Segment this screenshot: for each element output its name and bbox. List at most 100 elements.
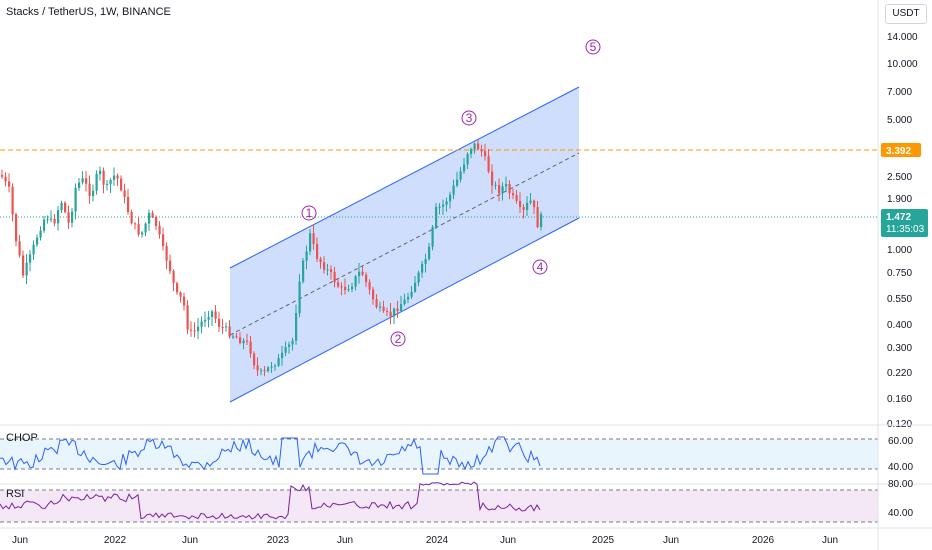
candle-body <box>522 207 525 210</box>
candle-body <box>340 286 343 288</box>
chop-title[interactable]: CHOP <box>6 432 38 444</box>
candle-body <box>95 174 98 191</box>
time-tick-label: 2026 <box>752 535 775 546</box>
candle-body <box>204 319 207 322</box>
candle-body <box>60 202 63 211</box>
candle-body <box>127 196 130 212</box>
rsi-tick-40: 40.00 <box>888 508 913 519</box>
price-tick-label: 7.000 <box>887 87 912 98</box>
channel-mid-line[interactable] <box>229 152 580 336</box>
candle-body <box>144 223 147 233</box>
candle-body <box>484 151 487 157</box>
time-tick-label: Jun <box>182 535 198 546</box>
current-price-badge <box>881 209 928 237</box>
candle-body <box>179 292 182 297</box>
wave-label-1[interactable]: 1 <box>306 206 313 220</box>
symbol-title[interactable]: Stacks / TetherUS, 1W, BINANCE <box>6 6 171 18</box>
candle-body <box>277 358 280 366</box>
wave-label-2[interactable]: 2 <box>395 332 402 346</box>
price-tick-label: 10.000 <box>887 59 918 70</box>
current-price-text: 1.472 <box>886 212 911 223</box>
candle-body <box>211 311 214 318</box>
candle-body <box>88 183 91 196</box>
wave-label-circle[interactable] <box>301 205 317 221</box>
candle-body <box>109 179 112 184</box>
candle-body <box>291 340 294 345</box>
wave-label-circle[interactable] <box>390 331 406 347</box>
candle-body <box>57 210 60 224</box>
time-tick-label: Jun <box>337 535 353 546</box>
candle-body <box>330 269 333 272</box>
rsi-line[interactable] <box>0 481 541 520</box>
rsi-title[interactable]: RSI <box>6 488 24 500</box>
wave-label-circle[interactable] <box>461 110 477 126</box>
time-tick-label: Jun <box>663 535 679 546</box>
candle-body <box>316 243 319 259</box>
candle-body <box>197 326 200 332</box>
candle-body <box>228 326 231 337</box>
candle-body <box>85 178 88 184</box>
candle-body <box>351 286 354 290</box>
candle-body <box>134 223 137 225</box>
candle-body <box>421 263 424 273</box>
price-tick-label: 0.400 <box>887 320 912 331</box>
rsi-pane[interactable]: RSI 80.00 40.00 <box>0 479 932 523</box>
candlestick-series[interactable] <box>1 139 543 377</box>
channel-lower-line[interactable] <box>229 217 580 403</box>
candle-body <box>186 305 189 330</box>
candle-body <box>358 271 361 277</box>
candle-body <box>491 171 494 186</box>
candle-body <box>470 149 473 155</box>
candle-body <box>407 296 410 300</box>
price-tick-label: 1.900 <box>887 194 912 205</box>
time-tick-label: 2022 <box>104 535 127 546</box>
candle-body <box>256 365 259 371</box>
price-pane[interactable]: 1 2 3 4 5 Stacks / TetherUS, 1W, BINANCE <box>0 6 878 403</box>
time-tick-label: Jun <box>12 535 28 546</box>
candle-body <box>120 178 123 191</box>
time-tick-label: 2023 <box>267 535 290 546</box>
wave-label-circle[interactable] <box>585 39 601 55</box>
wave-label-3[interactable]: 3 <box>466 111 473 125</box>
candle-body <box>267 367 270 372</box>
candle-body <box>1 175 4 177</box>
price-tick-label: 1.000 <box>887 245 912 256</box>
candle-body <box>8 181 11 187</box>
rsi-tick-80: 80.00 <box>888 479 913 490</box>
candle-body <box>102 170 105 185</box>
currency-button[interactable]: USDT <box>885 4 927 24</box>
candle-body <box>165 246 168 261</box>
wave-label-5[interactable]: 5 <box>590 40 597 54</box>
chop-pane[interactable]: CHOP 60.00 40.00 <box>0 424 932 475</box>
price-tick-label: 0.550 <box>887 294 912 305</box>
candle-body <box>302 260 305 282</box>
candle-body <box>99 170 102 175</box>
candle-body <box>487 156 490 172</box>
channel-upper-line[interactable] <box>229 86 580 269</box>
candle-body <box>218 318 221 328</box>
candle-body <box>249 341 252 354</box>
candle-body <box>463 164 466 172</box>
elliott-wave-labels[interactable]: 1 2 3 4 5 <box>301 39 601 347</box>
rsi-band <box>0 490 878 522</box>
wave-label-circle[interactable] <box>532 259 548 275</box>
candle-body <box>365 274 368 283</box>
candle-body <box>32 244 35 255</box>
candle-body <box>39 230 42 238</box>
candle-body <box>305 251 308 261</box>
candle-body <box>130 211 133 224</box>
chop-line[interactable] <box>0 436 541 475</box>
candle-body <box>43 219 46 231</box>
wave-label-4[interactable]: 4 <box>537 260 544 274</box>
candle-body <box>414 282 417 292</box>
time-axis[interactable]: Jun 2022 Jun 2023 Jun 2024 Jun 2025 Jun 2026 Jun <box>12 535 838 546</box>
candle-body <box>162 234 165 247</box>
candle-body <box>526 202 529 210</box>
candle-body <box>281 352 284 359</box>
candle-body <box>494 184 497 186</box>
candle-body <box>183 296 186 306</box>
candle-body <box>473 143 476 150</box>
candle-body <box>172 271 175 284</box>
candle-body <box>368 282 371 290</box>
